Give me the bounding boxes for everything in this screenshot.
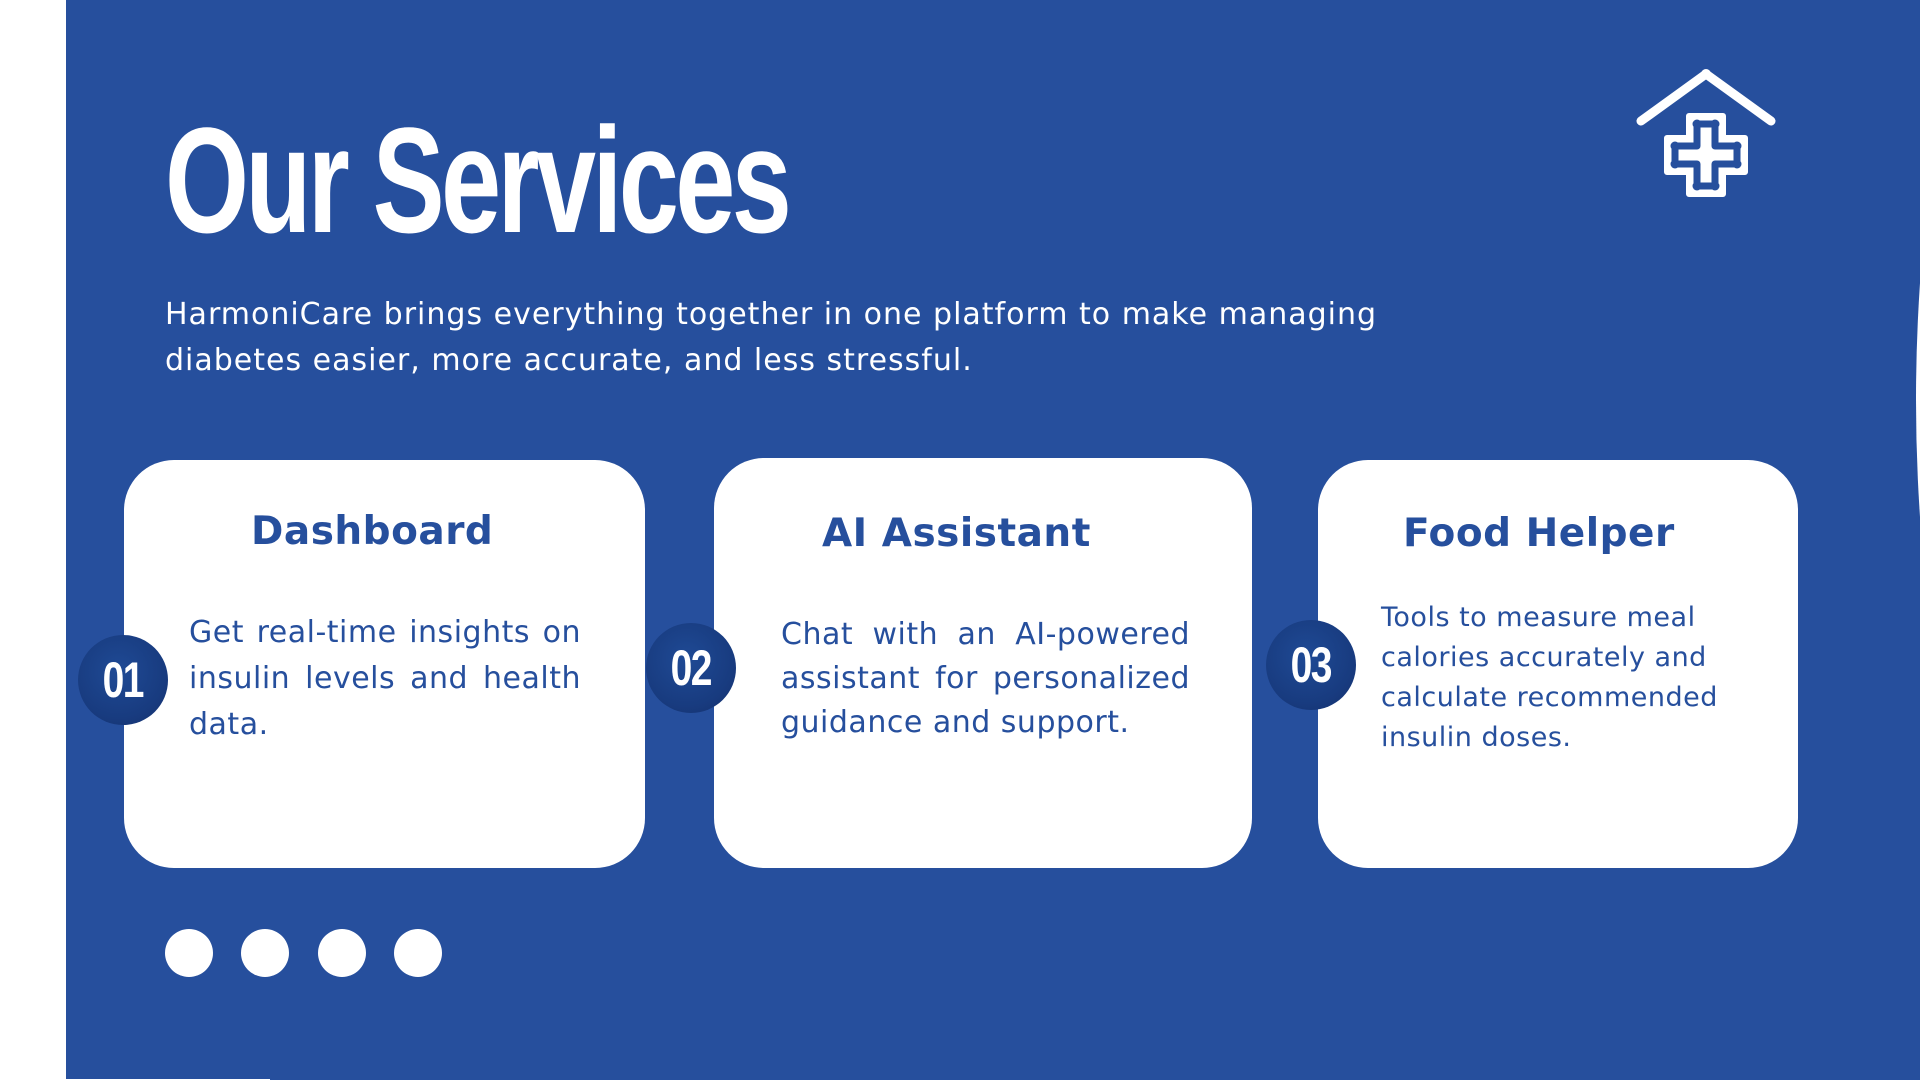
service-description: Get real-time insights on insulin levels… <box>189 615 581 742</box>
service-card-food-helper[interactable]: Food Helper Tools to measure meal calori… <box>1318 460 1798 868</box>
step-number-badge: 03 <box>1266 620 1356 710</box>
service-description: Chat with an AI-powered assistant for pe… <box>781 617 1190 740</box>
decorative-dot <box>318 929 366 977</box>
service-card-ai-assistant[interactable]: AI Assistant Chat with an AI-powered ass… <box>714 458 1252 868</box>
step-number-badge: 02 <box>646 623 736 713</box>
intro-text: HarmoniCare brings everything together i… <box>165 297 1378 378</box>
curved-corner-shape <box>1916 0 1920 1080</box>
service-title: AI Assistant <box>822 511 1091 556</box>
home-medical-cross-icon <box>1636 69 1776 197</box>
service-title: Food Helper <box>1403 511 1675 556</box>
decorative-dot <box>165 929 213 977</box>
decorative-dot <box>241 929 289 977</box>
service-description: Tools to measure meal calories accuratel… <box>1381 602 1718 753</box>
step-number-badge: 01 <box>78 635 168 725</box>
service-card-dashboard[interactable]: Dashboard Get real-time insights on insu… <box>124 460 645 868</box>
decorative-dot <box>394 929 442 977</box>
page-title: Our Services <box>165 96 792 264</box>
service-title: Dashboard <box>251 509 494 554</box>
